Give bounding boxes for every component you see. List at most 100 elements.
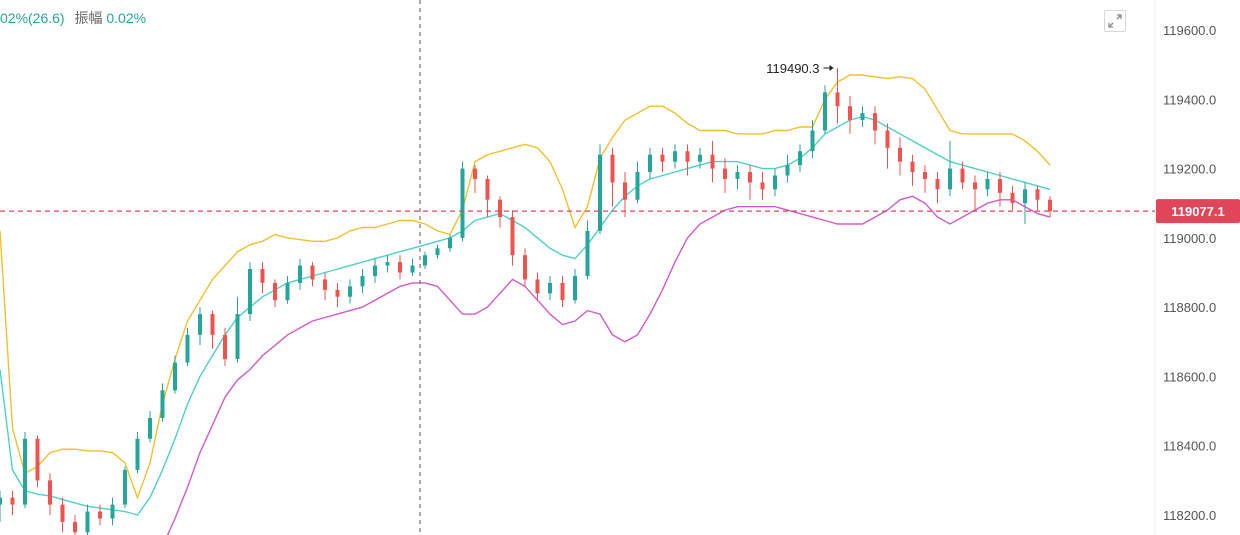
candle-body <box>198 314 202 335</box>
y-tick-label: 119400.0 <box>1163 92 1216 107</box>
stats-line: 02%(26.6) 振幅 0.02% <box>0 8 146 28</box>
annotations: 119077.1 119490.3 <box>766 61 1240 224</box>
candle <box>298 258 302 290</box>
candle <box>973 175 977 211</box>
candle-body <box>298 265 302 283</box>
candle-body <box>848 106 852 121</box>
candle-body <box>760 182 765 190</box>
candle <box>1035 185 1040 211</box>
expand-icon <box>1108 14 1122 28</box>
candle <box>85 504 90 535</box>
candle-body <box>773 175 777 190</box>
candle <box>148 411 152 443</box>
peak-label: 119490.3 <box>766 61 819 76</box>
candle-body <box>248 269 252 315</box>
candle-body <box>260 269 265 283</box>
candle-body <box>223 334 227 360</box>
candle-body <box>123 469 127 505</box>
candle <box>448 234 452 252</box>
candle-body <box>1010 192 1015 204</box>
candle-body <box>598 154 602 231</box>
candle <box>760 172 765 200</box>
candle <box>235 296 240 363</box>
candle-body <box>148 418 152 439</box>
current-price-tag <box>1156 199 1240 224</box>
candle <box>623 172 627 218</box>
candle <box>0 490 2 522</box>
candle-body <box>910 161 915 173</box>
candle-body <box>273 282 277 301</box>
candle <box>473 165 477 193</box>
candle <box>898 137 902 176</box>
candle-body <box>335 289 340 297</box>
y-axis: 119600.0 119400.0 119200.0 119000.0 118800.0… <box>1163 23 1216 523</box>
candle-body <box>423 255 427 266</box>
candle <box>285 275 290 304</box>
candle <box>23 431 27 509</box>
candle-body <box>660 154 665 162</box>
candle <box>135 431 140 474</box>
candle-body <box>960 168 965 183</box>
candle-body <box>360 275 365 287</box>
candle-body <box>35 438 40 481</box>
candle <box>785 154 790 183</box>
candle-body <box>73 521 77 533</box>
candle-body <box>935 178 940 190</box>
current-price-label: 119077.1 <box>1171 204 1225 219</box>
candle <box>985 172 990 197</box>
candle-body <box>185 334 190 363</box>
candle-body <box>523 255 527 280</box>
peak-arrowhead <box>829 65 834 72</box>
candle-body <box>823 92 827 131</box>
candle-body <box>323 279 327 290</box>
candle <box>1010 185 1015 211</box>
candle <box>710 140 715 183</box>
candle <box>685 144 690 176</box>
candle <box>210 310 215 349</box>
bollinger-bands <box>0 74 1051 535</box>
candle-body <box>373 265 377 276</box>
amplitude-label: 振幅 <box>74 10 103 26</box>
candle <box>998 172 1002 207</box>
candle <box>748 165 752 200</box>
lower-band-line <box>166 195 1051 535</box>
candle-body <box>585 230 590 276</box>
candle <box>860 106 865 127</box>
candle <box>260 262 265 294</box>
candle-body <box>60 504 65 522</box>
candle <box>560 275 565 308</box>
candle-body <box>385 262 390 266</box>
candle-body <box>785 165 790 176</box>
candle-body <box>710 154 715 169</box>
candle <box>673 144 677 169</box>
change-text: 02%(26.6) <box>0 10 65 26</box>
candle <box>273 279 277 308</box>
candle-body <box>723 168 727 179</box>
candle <box>410 258 415 276</box>
y-tick-label: 119200.0 <box>1163 162 1216 177</box>
candle-body <box>610 154 615 183</box>
candle <box>123 466 127 509</box>
candle <box>498 196 502 228</box>
candle-body <box>1035 189 1040 200</box>
candle-body <box>860 113 865 121</box>
candle <box>510 210 515 266</box>
candle <box>1048 196 1052 218</box>
candle-body <box>998 178 1002 193</box>
candle <box>60 497 65 533</box>
candle <box>198 307 202 346</box>
candle-body <box>648 154 652 173</box>
expand-button[interactable] <box>1104 10 1126 32</box>
candle-body <box>835 92 840 107</box>
candle <box>160 383 165 422</box>
candle <box>373 258 377 283</box>
candle <box>35 435 40 488</box>
candle <box>723 158 727 193</box>
y-tick-label: 118400.0 <box>1163 439 1216 454</box>
candle-body <box>548 282 552 294</box>
candle-body <box>435 248 440 256</box>
candle <box>398 255 402 280</box>
candle <box>348 279 352 304</box>
y-tick-label: 119000.0 <box>1163 231 1216 246</box>
